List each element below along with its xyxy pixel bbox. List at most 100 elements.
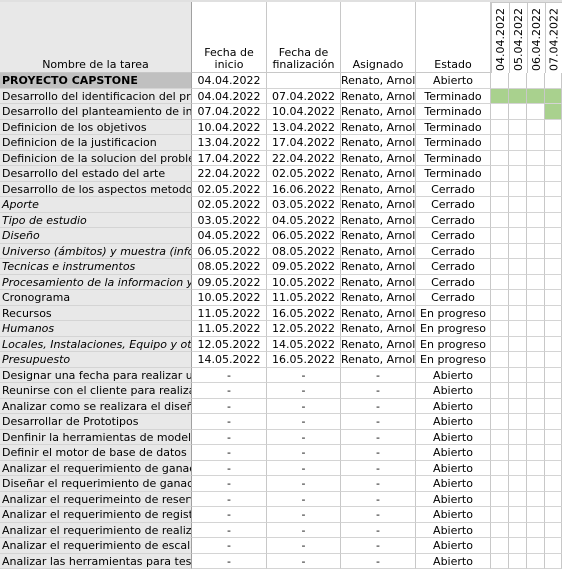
status-cell[interactable]: Abierto xyxy=(416,429,491,445)
gantt-cell[interactable] xyxy=(545,274,562,290)
gantt-cell[interactable] xyxy=(509,367,527,383)
gantt-cell[interactable] xyxy=(509,398,527,414)
status-cell[interactable]: Cerrado xyxy=(416,259,491,275)
gantt-cell[interactable] xyxy=(509,135,527,151)
start-date-cell[interactable]: - xyxy=(192,507,267,523)
start-date-cell[interactable]: - xyxy=(192,445,267,461)
gantt-cell[interactable] xyxy=(545,383,562,399)
end-date-cell[interactable]: 14.05.2022 xyxy=(267,336,341,352)
gantt-cell[interactable] xyxy=(527,445,545,461)
header-date-0[interactable]: 04.04.2022 xyxy=(491,2,509,73)
status-cell[interactable]: En progreso xyxy=(416,305,491,321)
task-name-cell[interactable]: Analizar como se realizara el diseño de … xyxy=(0,398,192,414)
assignee-cell[interactable]: - xyxy=(341,414,416,430)
gantt-cell[interactable] xyxy=(491,135,509,151)
gantt-cell[interactable] xyxy=(545,445,562,461)
gantt-cell[interactable] xyxy=(545,212,562,228)
gantt-cell[interactable] xyxy=(491,553,509,569)
gantt-cell[interactable] xyxy=(545,522,562,538)
status-cell[interactable]: Terminado xyxy=(416,166,491,182)
gantt-bar-cell[interactable] xyxy=(545,104,562,120)
start-date-cell[interactable]: 04.04.2022 xyxy=(192,73,267,89)
gantt-cell[interactable] xyxy=(527,73,545,89)
gantt-cell[interactable] xyxy=(545,305,562,321)
end-date-cell[interactable]: 17.04.2022 xyxy=(267,135,341,151)
gantt-cell[interactable] xyxy=(491,491,509,507)
assignee-cell[interactable]: Renato, Arnold xyxy=(341,150,416,166)
task-name-cell[interactable]: Designar una fecha para realizar una reu… xyxy=(0,367,192,383)
gantt-cell[interactable] xyxy=(545,476,562,492)
gantt-cell[interactable] xyxy=(509,259,527,275)
gantt-cell[interactable] xyxy=(527,228,545,244)
gantt-bar-cell[interactable] xyxy=(527,88,545,104)
task-name-cell[interactable]: Analizar el requerimiento de escalabilid… xyxy=(0,538,192,554)
task-name-cell[interactable]: Universo (ámbitos) y muestra (informante… xyxy=(0,243,192,259)
end-date-cell[interactable]: 02.05.2022 xyxy=(267,166,341,182)
assignee-cell[interactable]: - xyxy=(341,522,416,538)
gantt-cell[interactable] xyxy=(509,305,527,321)
assignee-cell[interactable]: Renato, Arnold xyxy=(341,352,416,368)
gantt-cell[interactable] xyxy=(491,383,509,399)
end-date-cell[interactable]: - xyxy=(267,445,341,461)
start-date-cell[interactable]: - xyxy=(192,538,267,554)
assignee-cell[interactable]: Renato, Arnold xyxy=(341,166,416,182)
assignee-cell[interactable]: Renato, Arnold xyxy=(341,228,416,244)
gantt-bar-cell[interactable] xyxy=(545,88,562,104)
end-date-cell[interactable]: - xyxy=(267,429,341,445)
status-cell[interactable]: Cerrado xyxy=(416,228,491,244)
gantt-cell[interactable] xyxy=(491,398,509,414)
gantt-cell[interactable] xyxy=(509,243,527,259)
task-name-cell[interactable]: Analizar el requerimiento de ganacial to… xyxy=(0,460,192,476)
gantt-cell[interactable] xyxy=(491,150,509,166)
gantt-cell[interactable] xyxy=(509,491,527,507)
gantt-cell[interactable] xyxy=(545,150,562,166)
gantt-cell[interactable] xyxy=(509,538,527,554)
gantt-cell[interactable] xyxy=(527,150,545,166)
gantt-cell[interactable] xyxy=(545,553,562,569)
status-cell[interactable]: Cerrado xyxy=(416,212,491,228)
task-name-cell[interactable]: Desarrollo del estado del arte xyxy=(0,166,192,182)
status-cell[interactable]: En progreso xyxy=(416,321,491,337)
start-date-cell[interactable]: 22.04.2022 xyxy=(192,166,267,182)
gantt-cell[interactable] xyxy=(527,181,545,197)
gantt-cell[interactable] xyxy=(509,445,527,461)
status-cell[interactable]: Terminado xyxy=(416,135,491,151)
gantt-cell[interactable] xyxy=(491,181,509,197)
assignee-cell[interactable]: Renato, Arnold xyxy=(341,104,416,120)
task-name-cell[interactable]: Desarrollo de los aspectos metodologicos xyxy=(0,181,192,197)
assignee-cell[interactable]: Renato, Arnold xyxy=(341,259,416,275)
gantt-cell[interactable] xyxy=(491,538,509,554)
task-name-cell[interactable]: Analizar el requerimiento de registro de… xyxy=(0,507,192,523)
start-date-cell[interactable]: - xyxy=(192,460,267,476)
gantt-cell[interactable] xyxy=(545,119,562,135)
gantt-cell[interactable] xyxy=(527,553,545,569)
header-task-name[interactable]: Nombre de la tarea xyxy=(0,2,192,73)
start-date-cell[interactable]: 02.05.2022 xyxy=(192,197,267,213)
gantt-cell[interactable] xyxy=(527,352,545,368)
assignee-cell[interactable]: Renato, Arnold xyxy=(341,274,416,290)
gantt-cell[interactable] xyxy=(491,352,509,368)
start-date-cell[interactable]: 02.05.2022 xyxy=(192,181,267,197)
gantt-cell[interactable] xyxy=(527,367,545,383)
gantt-cell[interactable] xyxy=(527,259,545,275)
status-cell[interactable]: Cerrado xyxy=(416,290,491,306)
gantt-cell[interactable] xyxy=(527,243,545,259)
assignee-cell[interactable]: Renato, Arnold xyxy=(341,119,416,135)
status-cell[interactable]: Cerrado xyxy=(416,274,491,290)
gantt-cell[interactable] xyxy=(491,259,509,275)
start-date-cell[interactable]: 07.04.2022 xyxy=(192,104,267,120)
gantt-cell[interactable] xyxy=(509,166,527,182)
status-cell[interactable]: Abierto xyxy=(416,73,491,89)
task-name-cell[interactable]: Cronograma xyxy=(0,290,192,306)
start-date-cell[interactable]: 11.05.2022 xyxy=(192,305,267,321)
header-date-3[interactable]: 07.04.2022 xyxy=(545,2,562,73)
gantt-cell[interactable] xyxy=(491,460,509,476)
gantt-cell[interactable] xyxy=(527,119,545,135)
gantt-cell[interactable] xyxy=(509,460,527,476)
gantt-cell[interactable] xyxy=(509,212,527,228)
gantt-cell[interactable] xyxy=(527,321,545,337)
gantt-cell[interactable] xyxy=(491,243,509,259)
gantt-cell[interactable] xyxy=(491,414,509,430)
status-cell[interactable]: Abierto xyxy=(416,476,491,492)
task-name-cell[interactable]: Analizar el requerimiento de realizar un… xyxy=(0,522,192,538)
